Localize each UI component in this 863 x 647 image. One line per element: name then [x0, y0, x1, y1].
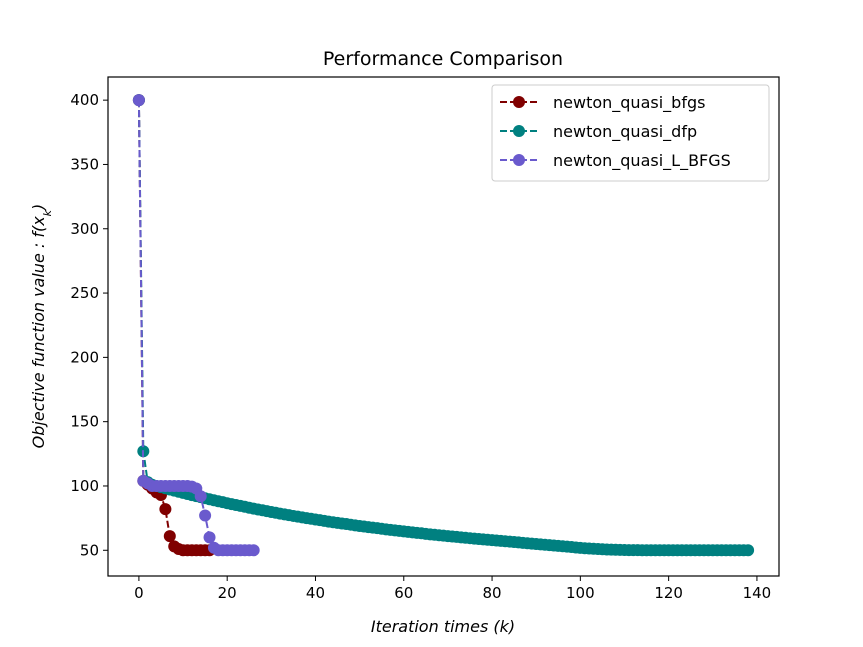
data-point [163, 530, 176, 543]
x-tick-label: 0 [134, 584, 144, 602]
data-point [742, 544, 755, 557]
chart-title: Performance Comparison [323, 48, 563, 70]
legend-label: newton_quasi_L_BFGS [553, 151, 731, 171]
plot-frame [107, 76, 780, 577]
data-point [247, 544, 260, 557]
data-point [132, 94, 145, 107]
data-point [203, 531, 216, 544]
x-axis-label: Iteration times (k) [371, 617, 515, 636]
y-tick-label: 100 [70, 477, 99, 495]
x-tick-label: 60 [394, 584, 413, 602]
data-layer [132, 94, 755, 557]
legend-marker [513, 125, 525, 137]
series-newton-quasi-l-bfgs [132, 94, 260, 557]
y-tick-label: 200 [70, 348, 99, 366]
y-tick-label: 350 [70, 155, 99, 173]
legend-box [491, 84, 770, 182]
plot-area [132, 94, 755, 557]
y-tick-label: 50 [80, 541, 99, 559]
legend-label: newton_quasi_dfp [553, 122, 697, 142]
x-tick-label: 100 [566, 584, 595, 602]
data-point [199, 509, 212, 522]
legend-item-newton-quasi-l-bfgs: newton_quasi_L_BFGS [500, 151, 731, 171]
x-tick-label: 20 [218, 584, 237, 602]
x-tick-label: 80 [483, 584, 502, 602]
axes: 0 20 40 60 80 100 120 140 50 100 150 200 250 300 350 40… [70, 76, 780, 602]
x-tick-label: 140 [743, 584, 772, 602]
y-axis-label: Objective function value : f(xk) [29, 204, 54, 449]
data-point [159, 503, 172, 516]
data-point [194, 490, 207, 503]
legend-marker [513, 154, 525, 166]
series-newton-quasi-dfp [132, 94, 755, 557]
legend: newton_quasi_bfgs newton_quasi_dfp newton_… [491, 84, 770, 182]
legend-label: newton_quasi_bfgs [553, 93, 705, 113]
y-tick-label: 150 [70, 413, 99, 431]
legend-marker [513, 96, 525, 108]
y-tick-label: 250 [70, 284, 99, 302]
legend-item-newton-quasi-dfp: newton_quasi_dfp [500, 122, 697, 142]
x-tick-label: 40 [306, 584, 325, 602]
y-tick-label: 400 [70, 91, 99, 109]
y-tick-label: 300 [70, 220, 99, 238]
legend-item-newton-quasi-bfgs: newton_quasi_bfgs [500, 93, 705, 113]
x-tick-label: 120 [654, 584, 683, 602]
